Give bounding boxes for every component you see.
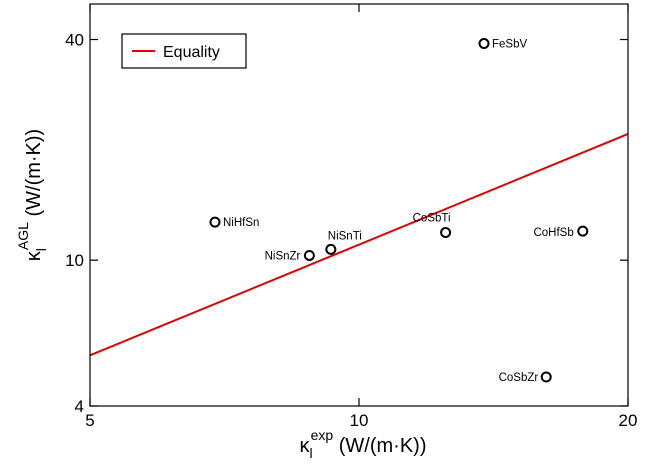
point-label-nihfsn: NiHfSn [223, 217, 259, 229]
y-axis-label-unit: (W/(m·K)) [23, 129, 45, 222]
equality-line [89, 133, 629, 357]
point-label-cohfsb: CoHfSb [533, 227, 573, 239]
x-tick-label: 10 [350, 411, 369, 430]
x-axis-label-unit: (W/(m·K)) [333, 435, 426, 457]
y-tick-label: 10 [65, 251, 84, 270]
data-point-nihfsn [209, 216, 221, 228]
x-axis-label: κl exp (W/(m·K)) [300, 427, 427, 461]
x-axis-label-sub: l [310, 445, 313, 461]
data-point-cosbti [440, 226, 452, 238]
point-label-fesbv: FeSbV [492, 39, 527, 51]
x-axis-label-sup: exp [311, 427, 334, 443]
data-point-fesbv [478, 38, 490, 50]
x-tick-label: 20 [619, 411, 638, 430]
y-axis-label-sub: l [33, 248, 49, 251]
data-point-cosbzr [540, 371, 552, 383]
y-tick-label: 4 [75, 397, 84, 416]
y-axis-label: κlAGL (W/(m·K)) [15, 129, 49, 261]
x-axis-label-base: κ [300, 435, 311, 457]
data-point-cohfsb [577, 225, 589, 237]
y-axis-label-sup: AGL [15, 222, 31, 250]
legend: Equality [121, 33, 247, 69]
point-label-nisnzr: NiSnZr [265, 250, 301, 262]
y-axis-label-base: κ [23, 250, 45, 261]
x-tick-label: 5 [85, 411, 94, 430]
data-point-nisnti [325, 243, 337, 255]
data-point-nisnzr [303, 249, 315, 261]
y-tick-label: 40 [65, 31, 84, 50]
legend-label-equality: Equality [163, 44, 220, 61]
series-layer: FeSbV NiHfSn CoSbTi CoHfSb NiSnTi NiSnZr CoSbZ… [89, 38, 629, 384]
plot-frame [89, 3, 629, 407]
point-label-nisnti: NiSnTi [328, 230, 362, 242]
point-label-cosbzr: CoSbZr [499, 372, 539, 384]
point-label-cosbti: CoSbTi [413, 212, 451, 224]
